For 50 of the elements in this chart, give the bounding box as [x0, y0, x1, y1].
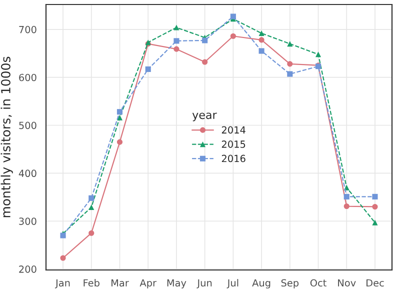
y-axis-title: monthly visitors, in 1000s	[0, 56, 13, 218]
x-tick-label: Feb	[84, 279, 100, 287]
point	[287, 61, 293, 67]
point	[116, 139, 123, 145]
point	[202, 59, 208, 65]
point	[174, 24, 180, 30]
legend-title: year	[192, 112, 217, 122]
x-tick-label: Mar	[112, 279, 129, 287]
point	[287, 71, 293, 77]
point	[344, 194, 350, 200]
x-tick-label: Jul	[226, 279, 238, 288]
x-tick-label: Dec	[366, 279, 384, 287]
x-tick-label: Nov	[338, 279, 356, 287]
point	[287, 41, 293, 47]
x-tick-label: Jan	[55, 279, 70, 288]
x-tick-label: Oct	[310, 279, 326, 287]
y-tick-label: 700	[19, 26, 36, 34]
point	[344, 203, 350, 210]
y-tick-label: 300	[19, 218, 36, 225]
point	[315, 52, 322, 58]
legend-label: 2014	[222, 126, 246, 134]
x-tick-label: Jun	[196, 279, 212, 288]
point	[258, 48, 264, 54]
x-tick-label: May	[167, 279, 186, 288]
point	[230, 14, 236, 20]
point	[116, 114, 123, 120]
point	[258, 37, 264, 43]
point	[88, 195, 94, 201]
x-tick-label: Sep	[281, 279, 299, 288]
point	[372, 204, 378, 210]
x-tick-label: Apr	[140, 279, 157, 288]
point	[202, 38, 208, 44]
point	[174, 46, 180, 52]
legend-label: 2016	[222, 154, 246, 162]
point	[258, 30, 264, 36]
point	[60, 255, 66, 261]
legend-label: 2015	[222, 140, 246, 148]
point	[116, 109, 123, 115]
point	[88, 204, 94, 210]
y-tick-label: 400	[18, 170, 36, 178]
point	[230, 33, 236, 39]
y-tick-label: 200	[19, 266, 36, 273]
point	[145, 66, 151, 72]
point	[372, 194, 378, 200]
y-tick-label: 600	[19, 74, 36, 82]
point	[174, 38, 180, 44]
y-tick-label: 500	[19, 122, 36, 130]
point	[372, 220, 378, 226]
point	[88, 230, 94, 236]
x-tick-label: Aug	[252, 279, 270, 288]
